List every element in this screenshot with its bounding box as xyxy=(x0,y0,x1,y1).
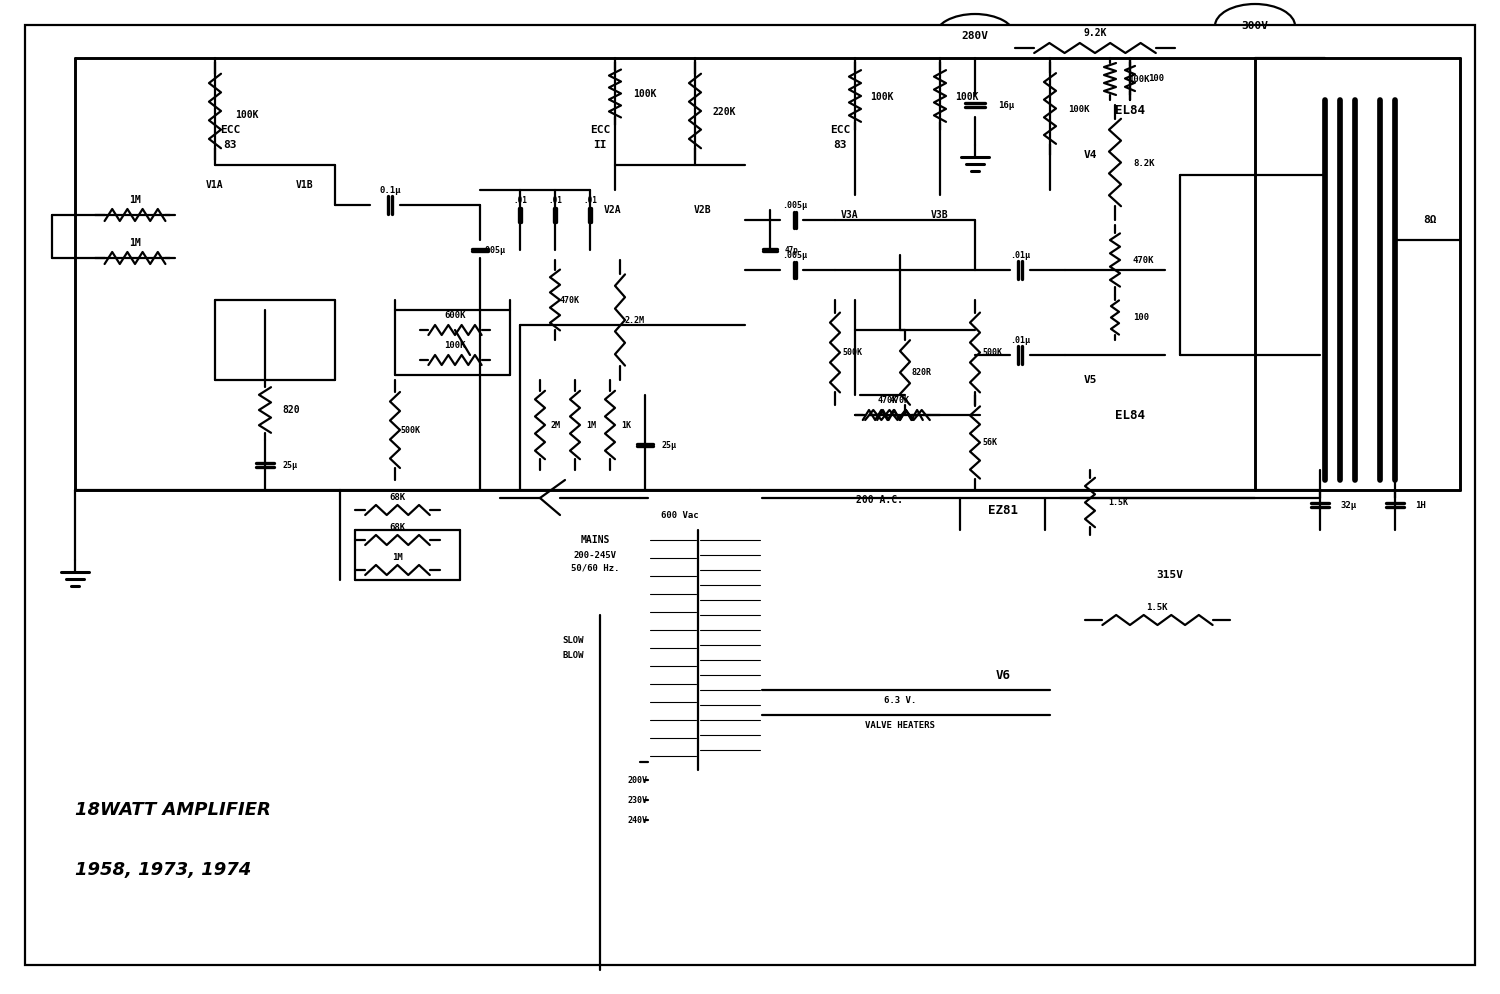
Text: 100: 100 xyxy=(1148,74,1164,83)
Text: 1.5K: 1.5K xyxy=(1108,498,1128,507)
Text: 600 Vac: 600 Vac xyxy=(662,511,699,520)
Text: V3B: V3B xyxy=(932,210,950,220)
Text: 470K: 470K xyxy=(1132,255,1155,264)
Text: BLOW: BLOW xyxy=(562,650,584,659)
Text: 8Ω: 8Ω xyxy=(1424,215,1437,225)
Text: 100K: 100K xyxy=(236,110,258,120)
Bar xyxy=(648,530,698,770)
Text: .01: .01 xyxy=(548,196,562,205)
Text: 18WATT AMPLIFIER: 18WATT AMPLIFIER xyxy=(75,801,272,819)
Bar xyxy=(170,165,334,300)
Text: 68K: 68K xyxy=(388,523,405,532)
Text: 100K: 100K xyxy=(444,341,465,350)
Text: 0.1μ: 0.1μ xyxy=(380,186,400,195)
Text: 300V: 300V xyxy=(1242,21,1269,31)
Text: 68K: 68K xyxy=(388,492,405,502)
Bar xyxy=(310,530,500,660)
Text: .01μ: .01μ xyxy=(1010,336,1031,345)
Bar xyxy=(698,530,764,770)
Text: 1M: 1M xyxy=(392,553,402,562)
Text: 820R: 820R xyxy=(912,368,932,377)
Text: 470K: 470K xyxy=(878,396,898,405)
Text: 2.2M: 2.2M xyxy=(626,315,645,324)
Text: 47p: 47p xyxy=(784,246,800,254)
Text: 1M: 1M xyxy=(586,420,596,429)
Text: .01: .01 xyxy=(513,196,526,205)
Text: 100K: 100K xyxy=(633,89,657,99)
Bar xyxy=(1065,340,1180,470)
Text: 9.2K: 9.2K xyxy=(1083,28,1107,38)
Text: 500K: 500K xyxy=(400,425,420,434)
Text: VALVE HEATERS: VALVE HEATERS xyxy=(865,721,934,730)
Text: 2M: 2M xyxy=(550,420,561,429)
Bar xyxy=(1065,175,1180,330)
Text: 600K: 600K xyxy=(444,310,465,319)
Text: 200 A.C.: 200 A.C. xyxy=(856,495,903,505)
Text: 280V: 280V xyxy=(962,31,988,41)
Text: 500K: 500K xyxy=(842,348,862,357)
Text: V3A: V3A xyxy=(842,210,860,220)
Text: V5: V5 xyxy=(1083,375,1096,385)
Bar xyxy=(570,190,746,325)
Text: V6: V6 xyxy=(996,669,1011,682)
Text: .01μ: .01μ xyxy=(1010,250,1031,259)
Text: 230V: 230V xyxy=(628,795,648,804)
Text: 200V: 200V xyxy=(628,775,648,784)
Text: 50/60 Hz.: 50/60 Hz. xyxy=(572,564,620,573)
Text: EZ81: EZ81 xyxy=(988,504,1018,517)
Text: .005μ: .005μ xyxy=(783,201,807,210)
Text: 500K: 500K xyxy=(982,348,1002,357)
Text: 16μ: 16μ xyxy=(998,100,1014,109)
Bar xyxy=(815,195,975,330)
Text: 470K: 470K xyxy=(560,295,580,304)
Text: 1958, 1973, 1974: 1958, 1973, 1974 xyxy=(75,861,252,879)
Text: 470K: 470K xyxy=(890,396,910,405)
Text: 1K: 1K xyxy=(621,420,632,429)
Text: ECC: ECC xyxy=(830,125,850,135)
Bar xyxy=(30,210,52,300)
Text: 315V: 315V xyxy=(1156,570,1184,580)
Text: 8.2K: 8.2K xyxy=(1132,158,1155,168)
Text: 32μ: 32μ xyxy=(1340,501,1356,510)
Text: .005μ: .005μ xyxy=(480,246,506,254)
Text: 1.5K: 1.5K xyxy=(1146,602,1167,611)
Text: 100: 100 xyxy=(1132,312,1149,321)
Text: 100K: 100K xyxy=(1128,75,1149,83)
Text: .005μ: .005μ xyxy=(783,250,807,259)
Text: 6.3 V.: 6.3 V. xyxy=(884,696,916,705)
Text: EL84: EL84 xyxy=(1114,103,1144,116)
Text: V2B: V2B xyxy=(694,205,712,215)
Text: 820: 820 xyxy=(282,405,300,415)
Text: 56K: 56K xyxy=(982,437,998,446)
Text: 25μ: 25μ xyxy=(662,440,676,449)
Text: 100K: 100K xyxy=(956,92,978,102)
Text: II: II xyxy=(592,140,606,150)
Text: V4: V4 xyxy=(1083,150,1096,160)
Text: ECC: ECC xyxy=(220,125,240,135)
Text: V2A: V2A xyxy=(604,205,622,215)
Text: 1M: 1M xyxy=(129,238,141,248)
Text: 100K: 100K xyxy=(1068,104,1089,113)
Text: SLOW: SLOW xyxy=(562,635,584,644)
Text: V1B: V1B xyxy=(296,180,314,190)
Text: 200-245V: 200-245V xyxy=(573,551,616,560)
Text: MAINS: MAINS xyxy=(580,535,609,545)
Text: V1A: V1A xyxy=(206,180,224,190)
Text: 1H: 1H xyxy=(1414,501,1425,510)
Text: .01: .01 xyxy=(584,196,597,205)
Text: 220K: 220K xyxy=(712,107,736,117)
Text: 100K: 100K xyxy=(870,92,894,102)
Text: 1M: 1M xyxy=(129,195,141,205)
Text: EL84: EL84 xyxy=(1114,409,1144,421)
Text: 25μ: 25μ xyxy=(282,460,297,469)
Text: 240V: 240V xyxy=(628,815,648,824)
Text: 83: 83 xyxy=(833,140,846,150)
Text: ECC: ECC xyxy=(590,125,610,135)
Text: 83: 83 xyxy=(224,140,237,150)
